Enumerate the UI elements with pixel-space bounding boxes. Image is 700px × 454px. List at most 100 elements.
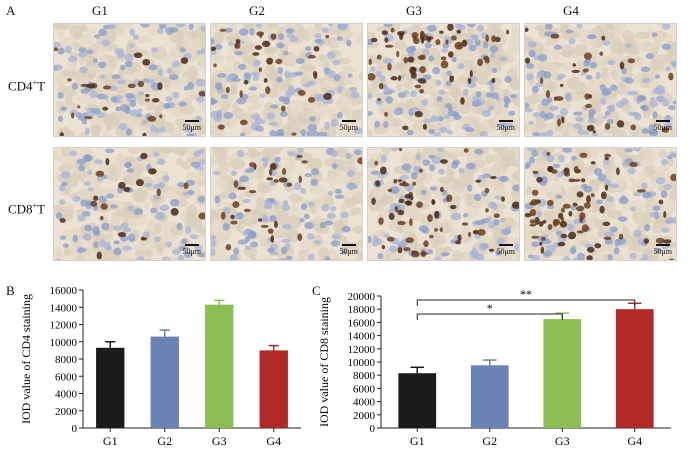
tissue-background-blob (633, 56, 642, 63)
stained-cell-blob (225, 86, 230, 94)
stained-cell-blob (260, 224, 269, 228)
nucleus-blob (190, 161, 201, 168)
y-tick-label: 16000 (348, 317, 376, 329)
stained-cell-blob (440, 56, 447, 61)
tissue-background-blob (283, 162, 297, 172)
nucleus-blob (101, 94, 109, 100)
stained-cell-blob (117, 231, 127, 238)
micrograph-cd4-g4: 50μm (524, 23, 677, 137)
nucleus-blob (87, 187, 94, 192)
stained-cell-blob (211, 46, 217, 52)
nucleus-blob (228, 192, 237, 200)
nucleus-blob (424, 42, 432, 49)
nucleus-blob (641, 191, 651, 199)
nucleus-blob (285, 28, 295, 34)
nucleus-blob (576, 24, 583, 29)
nucleus-blob (159, 204, 170, 212)
nucleus-blob (283, 97, 291, 105)
nucleus-blob (109, 24, 116, 29)
significance-bracket (416, 313, 563, 320)
nucleus-blob (303, 213, 310, 220)
stained-cell-blob (414, 110, 423, 118)
nucleus-blob (183, 86, 189, 91)
y-tick-label: 8000 (353, 370, 376, 382)
nucleus-blob (171, 60, 181, 68)
stained-cell-blob (235, 41, 241, 49)
y-axis-label: IOD value of CD4 staining (19, 294, 33, 424)
stained-cell-blob (297, 90, 306, 96)
tissue-background-blob (55, 101, 64, 109)
column-header-g3: G3 (406, 3, 422, 18)
nucleus-blob (655, 177, 666, 185)
nucleus-blob (187, 81, 195, 90)
nucleus-blob (385, 95, 394, 104)
stained-cell-blob (552, 218, 558, 227)
x-tick-label: G1 (103, 434, 118, 448)
tissue-background-blob (495, 208, 504, 215)
stained-cell-blob (434, 228, 438, 232)
stained-cell-blob (381, 245, 386, 250)
nucleus-blob (621, 67, 627, 75)
nucleus-blob (142, 78, 150, 83)
tissue-background-blob (658, 148, 667, 159)
nucleus-blob (627, 167, 636, 175)
nucleus-blob (341, 225, 351, 233)
tissue-background-blob (499, 247, 513, 260)
nucleus-blob (253, 59, 261, 67)
stained-cell-blob (604, 122, 611, 130)
nucleus-blob (627, 90, 638, 96)
tissue-background-blob (61, 229, 74, 236)
nucleus-blob (525, 161, 532, 168)
tissue-background-blob (259, 258, 272, 260)
nucleus-blob (663, 122, 673, 129)
nucleus-blob (446, 70, 453, 77)
stained-cell-blob (477, 228, 486, 236)
nucleus-blob (162, 174, 170, 182)
nucleus-blob (629, 252, 637, 260)
stained-cell-blob (397, 75, 402, 81)
tissue-background-blob (525, 223, 533, 236)
nucleus-blob (648, 124, 656, 131)
tissue-background-blob (296, 257, 306, 260)
nucleus-blob (54, 41, 62, 48)
tissue-background-blob (55, 248, 64, 256)
tissue-background-blob (417, 129, 426, 136)
nucleus-blob (630, 206, 637, 212)
nucleus-blob (399, 174, 409, 181)
stained-cell-blob (550, 33, 560, 39)
row-header-cd4: CD4+T (8, 78, 45, 94)
tissue-background-blob (371, 186, 386, 198)
stained-cell-blob (420, 36, 425, 44)
stained-cell-blob (273, 179, 279, 183)
y-tick-label: 12000 (50, 320, 78, 332)
tissue-background-blob (258, 230, 268, 243)
stained-cell-blob (484, 187, 490, 194)
stained-cell-blob (579, 212, 586, 220)
stained-cell-blob (483, 55, 490, 61)
nucleus-blob (124, 60, 133, 68)
stained-cell-blob (439, 159, 448, 164)
nucleus-blob (525, 102, 530, 109)
tissue-background-blob (441, 71, 449, 81)
nucleus-blob (284, 70, 291, 79)
tissue-background-blob (58, 164, 72, 174)
tissue-background-blob (288, 99, 304, 112)
nucleus-blob (428, 154, 436, 159)
nucleus-blob (211, 99, 218, 104)
nucleus-blob (311, 168, 320, 176)
stained-cell-blob (93, 195, 99, 201)
tissue-background-blob (190, 41, 203, 48)
nucleus-blob (186, 133, 195, 136)
stained-cell-blob (485, 208, 489, 213)
stained-cell-blob (423, 240, 429, 248)
scale-bar: 50μm (653, 244, 672, 256)
nucleus-blob (61, 181, 68, 187)
nucleus-blob (124, 53, 134, 62)
tissue-background-blob (249, 255, 257, 260)
stained-cell-blob (601, 35, 606, 41)
bar-g2 (150, 336, 179, 428)
tissue-background-blob (122, 156, 137, 165)
tissue-background-blob (508, 148, 516, 160)
nucleus-blob (321, 27, 329, 34)
stained-cell-blob (531, 235, 539, 239)
